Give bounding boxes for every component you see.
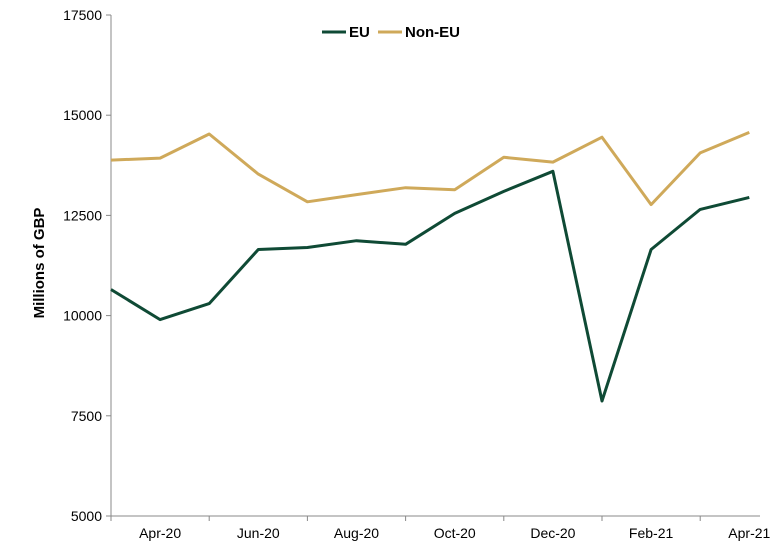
y-tick-label: 5000 [71,508,102,524]
y-tick-label: 7500 [71,408,102,424]
x-tick-label: Jun-20 [237,525,280,541]
series-lines [110,131,750,403]
y-tick-labels: 5000 7500 10000 12500 15000 17500 [63,7,111,524]
x-tick-label: Feb-21 [629,525,674,541]
legend-label: Non-EU [405,24,460,41]
y-tick-label: 10000 [63,308,102,324]
x-tick-label: Oct-20 [434,525,476,541]
x-tick-label: Aug-20 [334,525,379,541]
y-axis-label: Millions of GBP [31,208,48,319]
y-tick-label: 17500 [63,7,102,23]
x-tick-label: Apr-20 [139,525,181,541]
axes [110,15,760,517]
series-line-eu [110,169,750,403]
y-tick-label: 15000 [63,107,102,123]
y-tick-label: 12500 [63,207,102,223]
legend-label: EU [349,24,370,41]
legend: EU Non-EU [322,24,460,41]
x-tick-labels: Apr-20 Jun-20 Aug-20 Oct-20 Dec-20 Feb-21 Apr-… [110,516,770,541]
series-line-non-eu [110,131,750,207]
x-tick-label: Apr-21 [728,525,770,541]
x-tick-label: Dec-20 [530,525,575,541]
